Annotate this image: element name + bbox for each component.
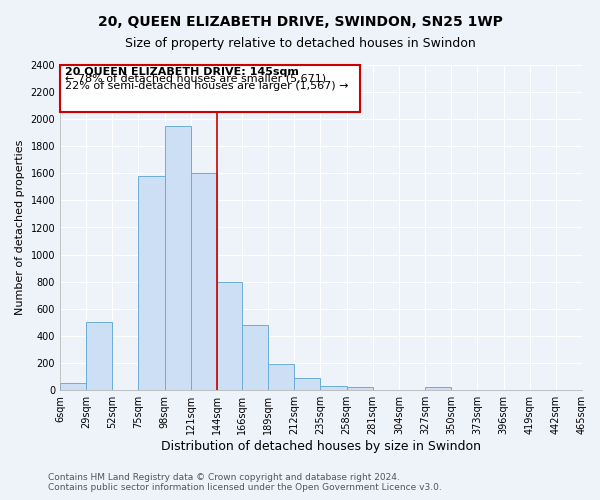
- X-axis label: Distribution of detached houses by size in Swindon: Distribution of detached houses by size …: [161, 440, 481, 453]
- Bar: [320, 386, 347, 390]
- FancyBboxPatch shape: [60, 65, 360, 112]
- Bar: [425, 388, 451, 390]
- Bar: [139, 176, 164, 390]
- Bar: [217, 282, 242, 390]
- Bar: [294, 378, 320, 390]
- Text: 20 QUEEN ELIZABETH DRIVE: 145sqm: 20 QUEEN ELIZABETH DRIVE: 145sqm: [65, 67, 298, 77]
- Text: Size of property relative to detached houses in Swindon: Size of property relative to detached ho…: [125, 38, 475, 51]
- Text: 20, QUEEN ELIZABETH DRIVE, SWINDON, SN25 1WP: 20, QUEEN ELIZABETH DRIVE, SWINDON, SN25…: [98, 15, 502, 29]
- Text: ← 78% of detached houses are smaller (5,671): ← 78% of detached houses are smaller (5,…: [65, 74, 326, 84]
- Text: Contains HM Land Registry data © Crown copyright and database right 2024.
Contai: Contains HM Land Registry data © Crown c…: [48, 473, 442, 492]
- Bar: [347, 386, 373, 390]
- Bar: [268, 364, 294, 390]
- Bar: [164, 126, 191, 390]
- Bar: [191, 174, 217, 390]
- Y-axis label: Number of detached properties: Number of detached properties: [15, 140, 25, 315]
- Bar: [60, 383, 86, 390]
- Bar: [242, 325, 268, 390]
- Bar: [86, 322, 112, 390]
- Text: 22% of semi-detached houses are larger (1,567) →: 22% of semi-detached houses are larger (…: [65, 80, 348, 90]
